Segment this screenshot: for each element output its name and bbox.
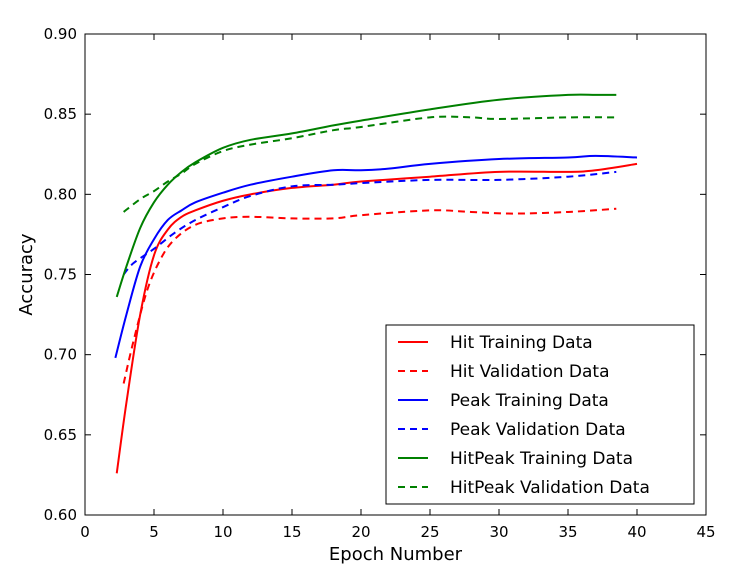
legend: Hit Training Data Hit Validation Data Peak… (385, 324, 695, 505)
x-tick-label: 45 (696, 523, 715, 541)
y-tick-label: 0.85 (44, 105, 77, 123)
legend-label: Hit Training Data (450, 333, 593, 353)
x-tick-label: 20 (351, 523, 370, 541)
x-tick-label: 30 (489, 523, 508, 541)
x-tick-label: 0 (80, 523, 90, 541)
x-tick-label: 25 (420, 523, 439, 541)
legend-label: HitPeak Training Data (450, 449, 633, 469)
series-layer (114, 93, 638, 474)
series-line-hit-training-data (115, 162, 638, 474)
y-tick-label: 0.90 (44, 25, 77, 43)
y-tick-label: 0.65 (44, 426, 77, 444)
y-axis-label: Accuracy (16, 233, 37, 316)
series-line-hitpeak-training-data (115, 93, 617, 298)
x-tick-label: 10 (213, 523, 232, 541)
x-tick-label: 40 (627, 523, 646, 541)
legend-label: Hit Validation Data (450, 362, 610, 382)
legend-label: Peak Validation Data (450, 420, 626, 440)
legend-label: HitPeak Validation Data (450, 478, 650, 498)
y-tick-label: 0.60 (44, 506, 77, 524)
series-line-peak-validation-data (122, 170, 617, 276)
x-tick-label: 15 (282, 523, 301, 541)
y-tick-label: 0.80 (44, 185, 77, 203)
y-tick-label: 0.70 (44, 346, 77, 364)
x-axis-label: Epoch Number (329, 544, 463, 565)
x-tick-label: 35 (558, 523, 577, 541)
legend-entries: Hit Training Data Hit Validation Data Peak… (398, 333, 650, 498)
plot-frame (84, 33, 707, 516)
series-line-hitpeak-validation-data (123, 115, 617, 213)
series-line-peak-training-data (114, 154, 638, 359)
legend-label: Peak Training Data (450, 391, 609, 411)
legend-box (385, 324, 695, 505)
x-tick-label: 5 (149, 523, 159, 541)
y-tick-label: 0.75 (44, 266, 77, 284)
series-line-hit-validation-data (122, 207, 617, 384)
axis-layer: 0 5 10 15 20 25 30 35 40 45 0.60 0.65 0.70 0.75 0.80 0.… (44, 25, 716, 541)
